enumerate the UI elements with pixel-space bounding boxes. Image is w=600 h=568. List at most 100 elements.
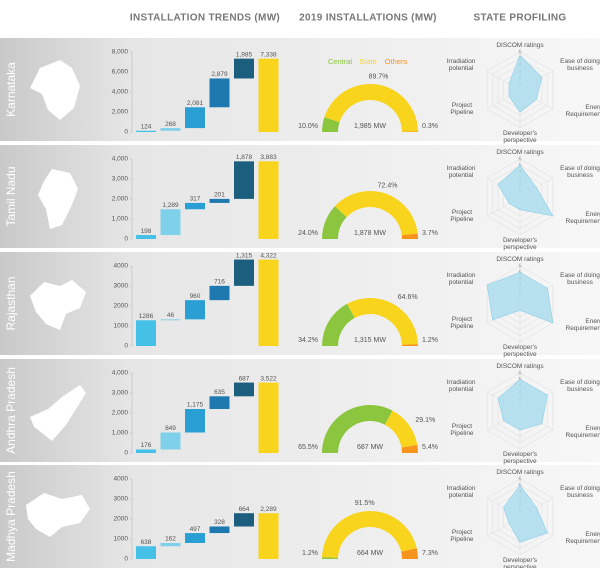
column-header: INSTALLATION TRENDS (MW) [130, 13, 280, 24]
y-tick-label: 0 [124, 129, 128, 136]
state-map [30, 385, 86, 441]
radar-axis-label: Energy Requirements [565, 104, 600, 118]
radar-axis-label: Ease of doing business [560, 485, 600, 499]
state-name: Madhya Pradesh [4, 471, 18, 562]
gauge-center-label: 664 MW [357, 550, 383, 557]
radar-axis-label: Ease of doing business [560, 165, 600, 179]
waterfall-bar [136, 546, 156, 559]
state-name: Andhra Pradesh [4, 367, 18, 454]
y-tick-label: 6,000 [112, 69, 129, 76]
waterfall-bar [160, 319, 181, 321]
row-background [0, 145, 600, 248]
waterfall-bar [209, 396, 230, 409]
value-label: 1,878 [236, 154, 253, 161]
radar-axis-label: DISCOM ratings [496, 363, 544, 370]
y-tick-label: 1,000 [112, 216, 129, 223]
total-bar [258, 513, 279, 559]
y-tick-label: 4000 [114, 476, 129, 483]
gauge-segment [334, 191, 418, 236]
y-tick-label: 2,000 [112, 109, 129, 116]
value-label: 2,081 [187, 100, 204, 107]
gauge-segment [322, 404, 393, 453]
y-tick-label: 4,000 [112, 89, 129, 96]
radar-axis-label: Energy Requirements [565, 318, 600, 332]
gauge-value-label: 3.7% [422, 230, 438, 237]
value-label: 960 [190, 293, 201, 300]
legend-entry: State [359, 57, 377, 66]
radar-axis-label: Energy Requirements [565, 211, 600, 225]
value-label: 638 [141, 539, 152, 546]
value-label: 162 [165, 536, 176, 543]
y-tick-label: 1,000 [112, 430, 129, 437]
total-label: 3,522 [260, 375, 277, 382]
value-label: 124 [141, 123, 152, 130]
value-label: 328 [214, 519, 225, 526]
waterfall-bar [234, 513, 254, 527]
gauge-segment [322, 557, 339, 559]
waterfall-bar [160, 209, 181, 236]
legend-entry: Others [385, 57, 408, 66]
gauge-segment [322, 303, 355, 346]
gauge-value-label: 91.5% [355, 500, 375, 507]
value-label: 497 [190, 526, 201, 533]
waterfall-bar [234, 161, 254, 199]
waterfall-bar [209, 198, 230, 203]
gauge-segment [401, 548, 418, 559]
radar-area [497, 164, 554, 217]
radar-axis-label: Irradiation potential [446, 379, 476, 393]
radar-axis-label: Ease of doing business [560, 58, 600, 72]
gauge-value-label: 29.1% [415, 417, 435, 424]
state-name: Rajasthan [4, 276, 18, 330]
y-tick-label: 0 [124, 556, 128, 563]
value-label: 201 [214, 192, 225, 199]
waterfall-bar [209, 78, 230, 108]
radar-axis-label: DISCOM ratings [496, 469, 544, 476]
column-header: 2019 INSTALLATIONS (MW) [299, 13, 437, 24]
waterfall-bar [136, 130, 156, 132]
radar-axis-label: Project Pipeline [450, 529, 474, 543]
y-tick-label: 4000 [114, 263, 129, 270]
y-tick-label: 1000 [114, 323, 129, 330]
gauge-segment [401, 233, 418, 239]
y-tick-label: 2000 [114, 303, 129, 310]
row-background [0, 465, 600, 568]
gauge-value-label: 24.0% [298, 230, 318, 237]
total-label: 4,322 [260, 252, 277, 259]
waterfall-bar [185, 533, 205, 543]
radar-axis-label: DISCOM ratings [496, 149, 544, 156]
value-label: 1,289 [162, 202, 179, 209]
y-tick-label: 2000 [114, 516, 129, 523]
gauge-center-label: 1,315 MW [354, 337, 386, 344]
total-bar [258, 382, 279, 453]
gauge-segment [347, 298, 418, 345]
value-label: 268 [165, 121, 176, 128]
gauge-segment [322, 117, 340, 132]
y-tick-label: 8,000 [112, 49, 129, 56]
radar-axis-label: Irradiation potential [446, 58, 476, 72]
waterfall-bar [209, 526, 230, 534]
radar-axis-label: Ease of doing business [560, 272, 600, 286]
y-tick-label: 3,000 [112, 390, 129, 397]
y-tick-label: 1000 [114, 536, 129, 543]
total-label: 3,883 [260, 154, 277, 161]
state-name: Tamil Nadu [4, 166, 18, 226]
row-background [0, 38, 600, 141]
radar-axis-label: Developer's perspective [502, 130, 538, 144]
value-label: 1286 [139, 313, 154, 320]
state-map [26, 493, 90, 537]
value-label: 687 [239, 375, 250, 382]
y-tick-label: 2,000 [112, 410, 129, 417]
radar-axis-label: Developer's perspective [502, 237, 538, 251]
gauge-value-label: 5.4% [422, 444, 438, 451]
radar-area [486, 272, 554, 324]
gauge-value-label: 1.2% [302, 550, 318, 557]
value-label: 198 [141, 228, 152, 235]
gauge-segment [324, 83, 418, 132]
waterfall-bar [234, 58, 254, 79]
state-map [30, 60, 80, 120]
radar-axis-label: Developer's perspective [502, 557, 538, 568]
state-map [30, 280, 86, 330]
radar-axis-label: Project Pipeline [450, 423, 474, 437]
y-tick-label: 3000 [114, 283, 129, 290]
